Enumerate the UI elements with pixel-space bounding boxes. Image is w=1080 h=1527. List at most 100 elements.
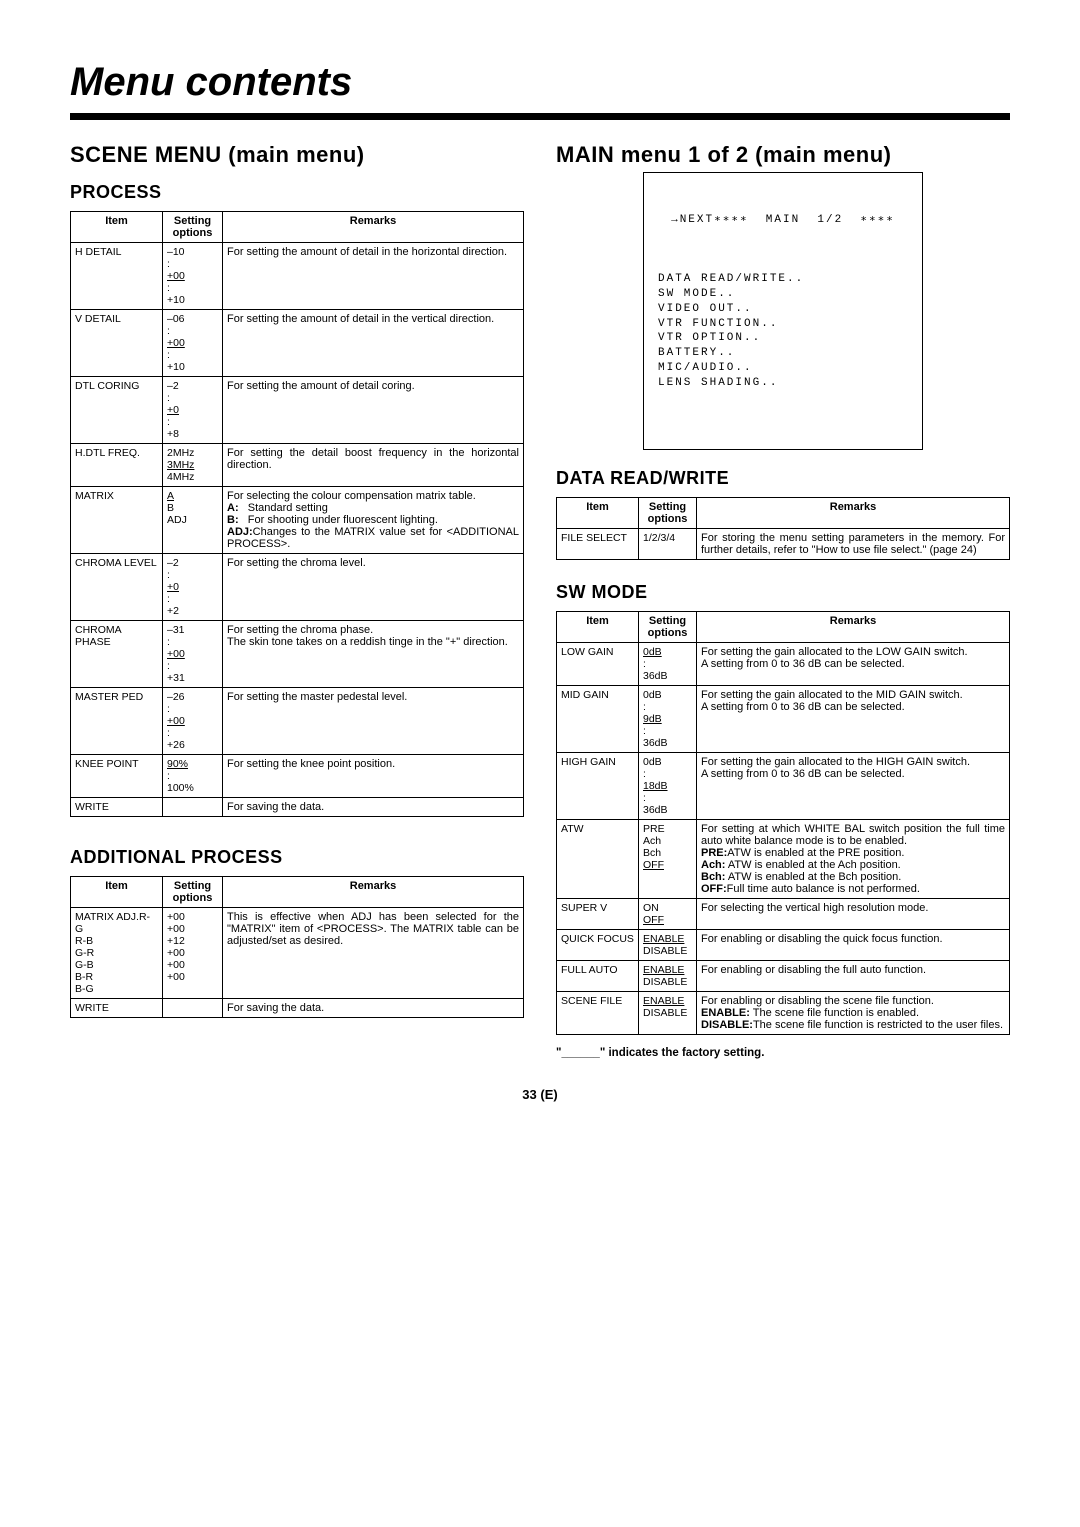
cell-remarks: For setting the gain allocated to the MI… bbox=[697, 685, 1010, 752]
table-row: H.DTL FREQ.2MHz3MHz4MHzFor setting the d… bbox=[71, 444, 524, 487]
addproc-table: Item Setting options Remarks MATRIX ADJ.… bbox=[70, 876, 524, 1018]
cell-item: H.DTL FREQ. bbox=[71, 444, 163, 487]
process-heading: PROCESS bbox=[70, 182, 524, 203]
factory-setting-note: "______" indicates the factory setting. bbox=[556, 1047, 1010, 1059]
cell-item: QUICK FOCUS bbox=[557, 929, 639, 960]
cell-item: FILE SELECT bbox=[557, 528, 639, 559]
swmode-tbody: LOW GAIN0dB:36dBFor setting the gain all… bbox=[557, 642, 1010, 1034]
cell-options: –26:+00:+26 bbox=[163, 688, 223, 755]
table-row: ATWPREAchBchOFFFor setting at which WHIT… bbox=[557, 819, 1010, 898]
main-menu-heading: MAIN menu 1 of 2 (main menu) bbox=[556, 142, 1010, 168]
osd-body: DATA READ/WRITE.. SW MODE.. VIDEO OUT.. … bbox=[658, 257, 908, 391]
cell-options: ENABLEDISABLE bbox=[639, 929, 697, 960]
cell-options: –06:+00:+10 bbox=[163, 310, 223, 377]
cell-remarks: For setting the chroma level. bbox=[223, 554, 524, 621]
cell-options bbox=[163, 999, 223, 1018]
table-row: FILE SELECT1/2/3/4For storing the menu s… bbox=[557, 528, 1010, 559]
cell-options bbox=[163, 798, 223, 817]
cell-remarks: For selecting the colour compensation ma… bbox=[223, 487, 524, 554]
page-number: 33 (E) bbox=[70, 1087, 1010, 1102]
table-row: MATRIXABADJFor selecting the colour comp… bbox=[71, 487, 524, 554]
swmode-th-item: Item bbox=[557, 611, 639, 642]
cell-item: MID GAIN bbox=[557, 685, 639, 752]
process-th-item: Item bbox=[71, 212, 163, 243]
addproc-tbody: MATRIX ADJ.R-GR-BG-RG-BB-RB-G+00+00+12+0… bbox=[71, 908, 524, 1018]
table-row: HIGH GAIN0dB:18dB:36dBFor setting the ga… bbox=[557, 752, 1010, 819]
process-table: Item Setting options Remarks H DETAIL–10… bbox=[70, 211, 524, 817]
table-row: CHROMA LEVEL–2:+0:+2For setting the chro… bbox=[71, 554, 524, 621]
process-th-rem: Remarks bbox=[223, 212, 524, 243]
scene-menu-heading: SCENE MENU (main menu) bbox=[70, 142, 524, 168]
table-row: DTL CORING–2:+0:+8For setting the amount… bbox=[71, 377, 524, 444]
cell-remarks: For setting the knee point position. bbox=[223, 755, 524, 798]
table-row: WRITE For saving the data. bbox=[71, 798, 524, 817]
cell-remarks: For selecting the vertical high resoluti… bbox=[697, 898, 1010, 929]
right-column: MAIN menu 1 of 2 (main menu) →NEXT∗∗∗∗ M… bbox=[556, 142, 1010, 1059]
table-row: MID GAIN0dB:9dB:36dBFor setting the gain… bbox=[557, 685, 1010, 752]
addproc-heading: ADDITIONAL PROCESS bbox=[70, 847, 524, 868]
cell-options: 1/2/3/4 bbox=[639, 528, 697, 559]
cell-item: WRITE bbox=[71, 999, 163, 1018]
table-row: MATRIX ADJ.R-GR-BG-RG-BB-RB-G+00+00+12+0… bbox=[71, 908, 524, 999]
cell-options: –2:+0:+2 bbox=[163, 554, 223, 621]
cell-remarks: For enabling or disabling the full auto … bbox=[697, 960, 1010, 991]
process-th-opt: Setting options bbox=[163, 212, 223, 243]
table-row: V DETAIL–06:+00:+10For setting the amoun… bbox=[71, 310, 524, 377]
table-row: H DETAIL–10:+00:+10For setting the amoun… bbox=[71, 243, 524, 310]
osd-screen: →NEXT∗∗∗∗ MAIN 1/2 ∗∗∗∗ DATA READ/WRITE.… bbox=[643, 172, 923, 450]
cell-options: 2MHz3MHz4MHz bbox=[163, 444, 223, 487]
cell-remarks: For setting the detail boost frequency i… bbox=[223, 444, 524, 487]
swmode-heading: SW MODE bbox=[556, 582, 1010, 603]
table-row: CHROMA PHASE–31:+00:+31For setting the c… bbox=[71, 621, 524, 688]
cell-remarks: For setting the gain allocated to the LO… bbox=[697, 642, 1010, 685]
cell-item: ATW bbox=[557, 819, 639, 898]
cell-options: ENABLEDISABLE bbox=[639, 991, 697, 1034]
table-row: FULL AUTOENABLEDISABLEFor enabling or di… bbox=[557, 960, 1010, 991]
cell-remarks: For saving the data. bbox=[223, 999, 524, 1018]
cell-options: +00+00+12+00+00+00 bbox=[163, 908, 223, 999]
cell-options: 0dB:36dB bbox=[639, 642, 697, 685]
cell-item: MASTER PED bbox=[71, 688, 163, 755]
title-rule bbox=[70, 113, 1010, 120]
cell-remarks: For enabling or disabling the quick focu… bbox=[697, 929, 1010, 960]
cell-options: –31:+00:+31 bbox=[163, 621, 223, 688]
datarw-th-item: Item bbox=[557, 497, 639, 528]
cell-remarks: For saving the data. bbox=[223, 798, 524, 817]
table-row: QUICK FOCUSENABLEDISABLEFor enabling or … bbox=[557, 929, 1010, 960]
cell-options: ABADJ bbox=[163, 487, 223, 554]
cell-options: 90%:100% bbox=[163, 755, 223, 798]
cell-item: H DETAIL bbox=[71, 243, 163, 310]
table-row: LOW GAIN0dB:36dBFor setting the gain all… bbox=[557, 642, 1010, 685]
cell-item: FULL AUTO bbox=[557, 960, 639, 991]
cell-item: WRITE bbox=[71, 798, 163, 817]
cell-item: HIGH GAIN bbox=[557, 752, 639, 819]
cell-remarks: For setting at which WHITE BAL switch po… bbox=[697, 819, 1010, 898]
cell-remarks: For setting the master pedestal level. bbox=[223, 688, 524, 755]
cell-options: –2:+0:+8 bbox=[163, 377, 223, 444]
cell-remarks: For setting the gain allocated to the HI… bbox=[697, 752, 1010, 819]
addproc-th-rem: Remarks bbox=[223, 877, 524, 908]
cell-item: CHROMA LEVEL bbox=[71, 554, 163, 621]
addproc-th-opt: Setting options bbox=[163, 877, 223, 908]
cell-remarks: For setting the amount of detail coring. bbox=[223, 377, 524, 444]
cell-remarks: For storing the menu setting parameters … bbox=[697, 528, 1010, 559]
datarw-heading: DATA READ/WRITE bbox=[556, 468, 1010, 489]
table-row: SUPER VONOFFFor selecting the vertical h… bbox=[557, 898, 1010, 929]
cell-options: PREAchBchOFF bbox=[639, 819, 697, 898]
left-column: SCENE MENU (main menu) PROCESS Item Sett… bbox=[70, 142, 524, 1059]
cell-item: SCENE FILE bbox=[557, 991, 639, 1034]
datarw-tbody: FILE SELECT1/2/3/4For storing the menu s… bbox=[557, 528, 1010, 559]
swmode-th-opt: Setting options bbox=[639, 611, 697, 642]
table-row: SCENE FILEENABLEDISABLEFor enabling or d… bbox=[557, 991, 1010, 1034]
cell-item: MATRIX ADJ.R-GR-BG-RG-BB-RB-G bbox=[71, 908, 163, 999]
cell-options: 0dB:9dB:36dB bbox=[639, 685, 697, 752]
datarw-table: Item Setting options Remarks FILE SELECT… bbox=[556, 497, 1010, 560]
cell-item: V DETAIL bbox=[71, 310, 163, 377]
table-row: MASTER PED–26:+00:+26For setting the mas… bbox=[71, 688, 524, 755]
two-column-layout: SCENE MENU (main menu) PROCESS Item Sett… bbox=[70, 142, 1010, 1059]
cell-options: 0dB:18dB:36dB bbox=[639, 752, 697, 819]
osd-header: →NEXT∗∗∗∗ MAIN 1/2 ∗∗∗∗ bbox=[658, 213, 908, 228]
cell-item: SUPER V bbox=[557, 898, 639, 929]
datarw-th-rem: Remarks bbox=[697, 497, 1010, 528]
cell-remarks: This is effective when ADJ has been sele… bbox=[223, 908, 524, 999]
